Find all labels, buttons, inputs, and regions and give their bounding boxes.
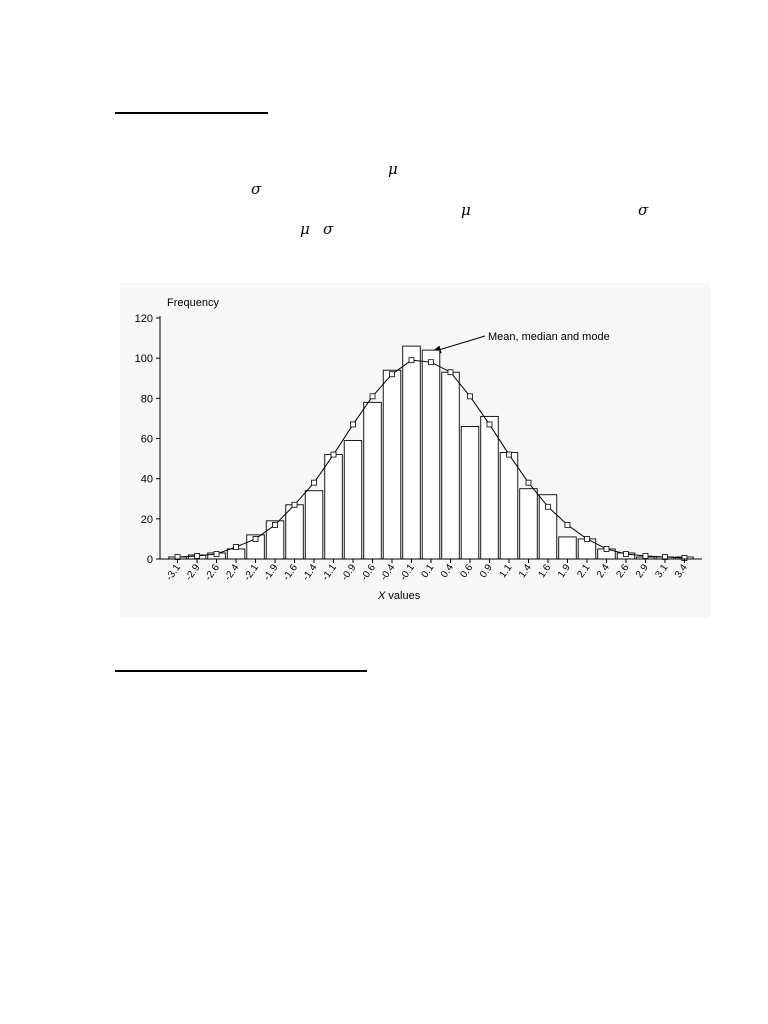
y-axis-label: Frequency xyxy=(167,297,219,309)
y-tick-label: 100 xyxy=(135,353,153,365)
x-tick-label: -2.6 xyxy=(203,562,222,583)
histogram-bar xyxy=(558,536,577,560)
y-tick-label: 80 xyxy=(141,393,153,405)
curve-point-marker xyxy=(194,553,200,559)
y-tick-label: 60 xyxy=(141,434,153,446)
histogram-bar xyxy=(304,490,324,560)
x-tick-label: 2.6 xyxy=(614,562,631,580)
sigma-symbol-3: σ xyxy=(323,220,334,238)
x-tick-label: -0.1 xyxy=(398,562,417,583)
histogram-bar xyxy=(460,425,480,560)
x-tick-label: -2.4 xyxy=(223,562,242,583)
heading-underline-2 xyxy=(115,670,367,672)
x-tick-label: 1.9 xyxy=(556,562,573,580)
histogram-bar xyxy=(499,452,519,560)
histogram-bar xyxy=(285,504,304,560)
x-tick-label: 0.1 xyxy=(419,562,436,580)
curve-point-marker xyxy=(564,521,571,528)
x-tick-label: -1.9 xyxy=(262,562,281,583)
heading-underline-1 xyxy=(115,112,268,114)
curve-point-marker xyxy=(545,503,551,510)
histogram-bar xyxy=(343,440,363,560)
x-tick-label: -3.1 xyxy=(164,562,183,583)
y-tick-label: 20 xyxy=(141,514,153,526)
x-axis-label: X values xyxy=(377,590,421,602)
curve-point-marker xyxy=(506,451,512,458)
x-tick-label: 1.4 xyxy=(517,562,534,580)
curve-point-marker xyxy=(525,479,532,486)
y-tick-label: 120 xyxy=(135,313,153,325)
x-tick-label: 2.4 xyxy=(595,562,612,580)
mu-symbol-3: μ xyxy=(300,220,310,238)
histogram-bar xyxy=(226,548,246,560)
curve-point-marker xyxy=(603,546,610,552)
histogram-bar xyxy=(480,415,499,560)
mean-median-mode-arrow xyxy=(431,335,486,354)
histogram-bar xyxy=(363,401,382,560)
curve-point-marker xyxy=(330,451,337,458)
sigma-symbol-1: σ xyxy=(251,180,262,198)
x-tick-label: -1.1 xyxy=(320,562,339,583)
y-tick-label: 0 xyxy=(147,554,153,566)
curve-point-marker xyxy=(447,369,454,376)
x-tick-label: 0.6 xyxy=(458,562,475,580)
curve-point-marker xyxy=(467,393,473,400)
histogram-bar xyxy=(519,488,538,560)
x-tick-label: 3.4 xyxy=(673,562,690,580)
curve-point-marker xyxy=(389,371,395,378)
frequency-histogram: Frequency X values Mean, median and mode… xyxy=(135,297,702,602)
curve-point-marker xyxy=(252,536,259,542)
x-tick-label: -0.9 xyxy=(340,562,359,583)
curve-point-marker xyxy=(350,421,356,428)
x-tick-label: -2.1 xyxy=(242,562,261,583)
sigma-symbol-2: σ xyxy=(638,201,649,219)
curve-point-marker xyxy=(642,553,649,559)
curve-point-marker xyxy=(623,551,629,557)
x-tick-label: 2.9 xyxy=(634,562,651,580)
curve-point-marker xyxy=(369,393,376,400)
x-tick-label: -0.6 xyxy=(359,562,378,583)
curve-point-marker xyxy=(291,501,298,508)
histogram-bar xyxy=(324,454,343,560)
x-tick-label: 1.6 xyxy=(536,562,553,580)
x-tick-label: 1.1 xyxy=(497,562,514,580)
curve-point-marker xyxy=(311,479,317,486)
x-tick-label: 0.9 xyxy=(478,562,495,580)
curve-point-marker xyxy=(486,421,493,428)
x-axis-label-text: values xyxy=(385,590,420,602)
y-tick-label: 40 xyxy=(141,474,153,486)
figure-panel: Frequency X values Mean, median and mode… xyxy=(120,283,710,618)
x-tick-label: 2.1 xyxy=(575,562,592,580)
mu-symbol-2: μ xyxy=(461,201,471,219)
curve-point-marker xyxy=(428,359,434,366)
x-axis-label-variable: X xyxy=(377,590,386,602)
histogram-bar xyxy=(441,371,460,560)
mean-median-mode-annotation: Mean, median and mode xyxy=(488,331,610,343)
x-tick-label: 3.1 xyxy=(653,562,670,580)
histogram-bar xyxy=(382,369,402,560)
x-tick-label: 0.4 xyxy=(439,562,456,580)
histogram-bar xyxy=(402,345,421,560)
curve-point-marker xyxy=(272,521,278,528)
curve-point-marker xyxy=(408,357,415,364)
curve-point-marker xyxy=(213,551,220,557)
histogram-bar xyxy=(421,349,441,560)
mu-symbol-1: μ xyxy=(388,160,398,178)
curve-point-marker xyxy=(584,536,590,542)
x-tick-label: -2.9 xyxy=(184,562,203,583)
x-tick-label: -0.4 xyxy=(379,562,398,583)
x-tick-label: -1.4 xyxy=(301,562,320,583)
curve-point-marker xyxy=(233,544,239,550)
x-tick-label: -1.6 xyxy=(281,562,300,583)
